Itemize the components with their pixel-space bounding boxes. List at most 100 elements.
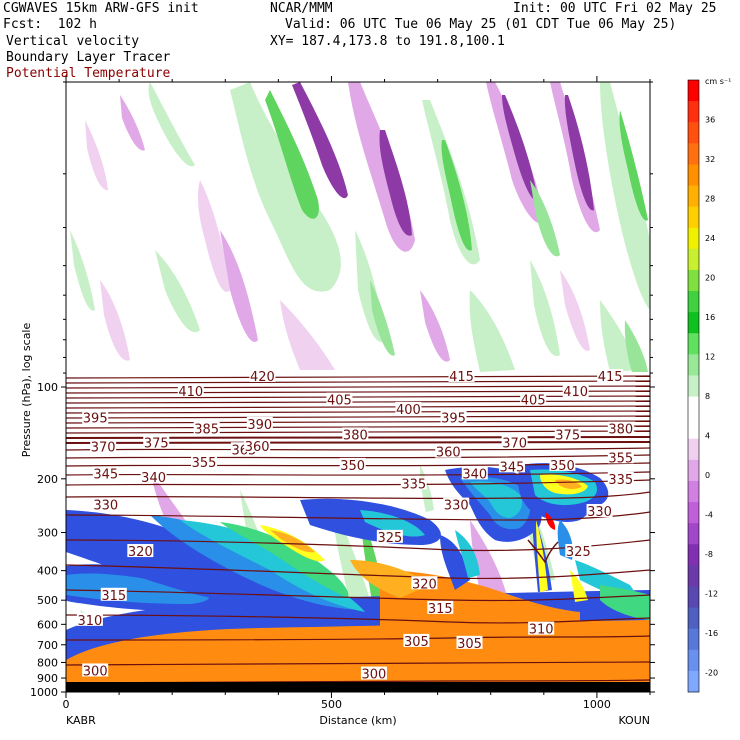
colorbar-swatch xyxy=(688,227,699,250)
colorbar-label: 8 xyxy=(705,392,710,401)
colorbar-label: 24 xyxy=(705,234,715,243)
theta-contour-label: 310 xyxy=(77,614,102,629)
theta-label-bg xyxy=(193,421,220,435)
theta-label-bg xyxy=(82,663,109,677)
colorbar-swatch xyxy=(688,206,699,229)
colorbar-label: -12 xyxy=(705,589,718,598)
colorbar-label: -8 xyxy=(705,550,713,559)
theta-contour-label: 325 xyxy=(377,531,402,546)
init-time: Init: 00 UTC Fri 02 May 25 xyxy=(513,1,717,16)
theta-contour-label: 405 xyxy=(327,394,352,409)
valid-time: Valid: 06 UTC Tue 06 May 25 (01 CDT Tue … xyxy=(285,17,677,32)
theta-contour-label: 395 xyxy=(83,412,108,427)
plot-area: 420 415 415 410 405 405 410 400 395 395 390 385 380 3… xyxy=(66,82,650,692)
colorbar-swatch xyxy=(688,291,699,313)
theta-label-bg xyxy=(435,444,462,458)
y-tick-label: 500 xyxy=(37,594,58,607)
theta-contour-label: 380 xyxy=(343,428,368,443)
theta-contour-label: 420 xyxy=(250,370,275,385)
colorbar-swatch xyxy=(688,185,699,208)
colorbar: 36 32 28 24 20 16 12 8 4 0 -4 -8 -12 -16 -20 xyxy=(687,79,718,693)
theta-label-bg xyxy=(127,544,154,558)
colorbar-swatch xyxy=(688,544,699,566)
theta-contour-label: 300 xyxy=(362,668,387,683)
colorbar-swatch xyxy=(688,438,699,461)
terrain-fill xyxy=(66,682,650,692)
theta-label-bg xyxy=(607,421,634,435)
boundary-layer-tracer-field xyxy=(66,463,650,692)
theta-label-bg xyxy=(554,427,581,441)
colorbar-swatch xyxy=(688,417,699,440)
vertical-velocity-field xyxy=(70,82,650,372)
theta-contour-label: 415 xyxy=(449,370,474,385)
field-label-boundary-layer-tracer: Boundary Layer Tracer xyxy=(6,50,171,65)
theta-label-bg xyxy=(498,459,525,473)
theta-contour-label: 400 xyxy=(396,403,421,418)
colorbar-label: 4 xyxy=(705,431,710,440)
theta-contour-label: 315 xyxy=(428,602,453,617)
theta-contour-label: 335 xyxy=(401,477,426,492)
theta-label-bg xyxy=(562,383,589,397)
theta-label-bg xyxy=(360,666,387,680)
y-tick-label: 700 xyxy=(37,639,58,652)
colorbar-swatch xyxy=(688,248,699,271)
theta-contour-label: 375 xyxy=(555,428,580,443)
left-endpoint-label: KABR xyxy=(66,714,96,727)
theta-label-bg xyxy=(143,435,170,449)
theta-contour-label: 380 xyxy=(608,423,633,438)
theta-label-bg xyxy=(565,544,592,558)
theta-contour-label: 350 xyxy=(550,459,575,474)
y-tick-label: 100 xyxy=(37,381,58,394)
theta-contour-label: 410 xyxy=(563,385,588,400)
theta-label-bg xyxy=(501,435,528,449)
theta-label-bg xyxy=(443,497,470,511)
theta-contour-label: 370 xyxy=(502,436,527,451)
theta-label-bg xyxy=(191,454,218,468)
theta-label-bg xyxy=(461,466,488,480)
colorbar-units: cm s⁻¹ xyxy=(705,77,731,86)
x-tick-label: 1000 xyxy=(583,698,611,711)
y-tick-label: 300 xyxy=(37,527,58,540)
colorbar-swatch xyxy=(688,164,699,186)
x-tick-label: 0 xyxy=(63,698,70,711)
colorbar-swatch xyxy=(688,312,699,334)
theta-label-bg xyxy=(376,529,403,543)
colorbar-label: 32 xyxy=(705,155,715,164)
colorbar-swatch xyxy=(688,670,699,693)
theta-label-bg xyxy=(76,612,103,626)
colorbar-label: 16 xyxy=(705,313,715,322)
field-label-potential-temperature: Potential Temperature xyxy=(6,66,171,81)
theta-label-bg xyxy=(140,469,167,483)
theta-contour-label: 355 xyxy=(608,451,633,466)
theta-contour-label: 305 xyxy=(457,637,482,652)
colorbar-label: -20 xyxy=(705,668,718,677)
theta-contour-label: 340 xyxy=(141,471,166,486)
theta-contour-label: 310 xyxy=(529,623,554,638)
colorbar-swatch xyxy=(688,502,699,524)
theta-label-bg xyxy=(82,410,109,424)
colorbar-label: 0 xyxy=(705,471,710,480)
theta-label-bg xyxy=(597,368,624,382)
forecast-hour: Fcst: 102 h xyxy=(3,17,97,32)
colorbar-label: 28 xyxy=(705,194,715,203)
colorbar-swatch xyxy=(688,396,699,419)
theta-label-bg xyxy=(400,476,427,490)
y-axis-label: Pressure (hPa), log scale xyxy=(20,323,33,458)
y-tick-label: 600 xyxy=(37,618,58,631)
theta-contour-label: 300 xyxy=(83,664,108,679)
colorbar-label: 36 xyxy=(705,115,715,124)
model-title: CGWAVES 15km ARW-GFS init xyxy=(3,1,199,16)
theta-contour-label: 390 xyxy=(247,418,272,433)
colorbar-swatch xyxy=(688,375,699,397)
theta-label-bg xyxy=(244,438,271,452)
field-label-vertical-velocity: Vertical velocity xyxy=(6,34,140,49)
x-axis-label: Distance (km) xyxy=(319,714,396,727)
theta-label-bg xyxy=(177,383,204,397)
theta-contour-label: 370 xyxy=(91,441,116,456)
theta-contour-label: 385 xyxy=(194,423,219,438)
theta-label-bg xyxy=(549,457,576,471)
theta-label-bg xyxy=(92,497,119,511)
theta-contour-label: 415 xyxy=(598,370,623,385)
y-tick-label: 800 xyxy=(37,656,58,669)
x-tick-label: 500 xyxy=(321,698,342,711)
